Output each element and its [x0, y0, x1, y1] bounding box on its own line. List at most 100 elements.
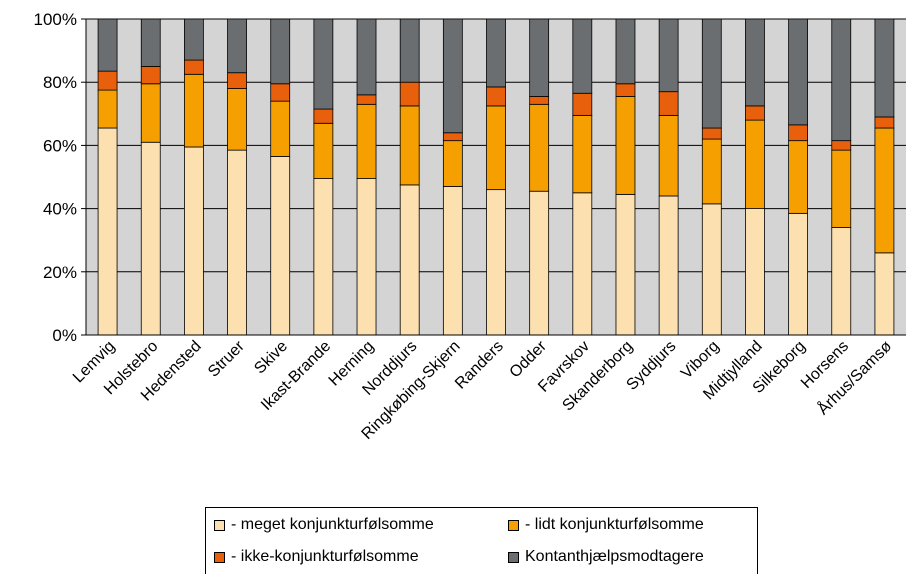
bar-segment-lidt [227, 88, 247, 151]
bar-segment-lidt [745, 119, 765, 210]
bar-segment-ikke [658, 91, 679, 116]
bar-segment-ikke [745, 105, 765, 121]
bar-segment-meget [658, 195, 679, 336]
x-tick-label: Randers [452, 338, 507, 393]
legend-label-ikke: - ikke-konjunkturfølsomme [231, 548, 419, 565]
bar-segment-lidt [442, 140, 463, 187]
bar-segment-ikke [227, 72, 247, 89]
bar-segment-meget [745, 208, 765, 336]
bar-segment-ikke [442, 132, 463, 142]
bar-segment-ikke [529, 96, 550, 105]
bar-segment-meget [486, 189, 506, 336]
bar-segment-meget [183, 146, 204, 336]
bar-segment-kontant [788, 18, 809, 126]
bar-segment-ikke [788, 124, 809, 142]
bar-segment-lidt [399, 105, 420, 186]
x-tick-label: Struer [205, 337, 248, 380]
y-tick-label: 20% [43, 263, 77, 282]
bar-segment-meget [227, 149, 247, 336]
bar-segment-ikke [270, 83, 291, 102]
bar-segment-lidt [140, 83, 161, 143]
bars [97, 18, 895, 336]
bar-segment-kontant [442, 18, 463, 134]
bar-segment-ikke [399, 81, 420, 107]
bar-segment-kontant [745, 18, 765, 107]
legend-swatch-ikke [214, 551, 225, 563]
bar-segment-lidt [529, 103, 550, 192]
bar-segment-lidt [788, 140, 809, 214]
bar-segment-ikke [874, 116, 895, 129]
bar-segment-kontant [701, 18, 722, 129]
bar-segment-kontant [874, 18, 895, 118]
bar-segment-kontant [529, 18, 550, 97]
bar-segment-kontant [399, 18, 420, 83]
bar-segment-meget [701, 203, 722, 336]
x-tick-label: Skive [251, 338, 291, 378]
bar-segment-ikke [97, 70, 118, 91]
y-tick-label: 100% [34, 10, 77, 29]
y-tick-label: 60% [43, 136, 77, 155]
bar-segment-meget [356, 178, 377, 336]
bar-segment-kontant [313, 18, 334, 110]
bar-segment-meget [270, 156, 291, 336]
bar-segment-kontant [356, 18, 377, 96]
bar-segment-lidt [486, 105, 506, 191]
stacked-bar-chart: 0% 20% 40% 60% 80% 100% LemvigHolstebroHedens… [34, 10, 906, 443]
bar-segment-meget [831, 227, 852, 336]
legend-label-meget: - meget konjunkturfølsomme [231, 516, 434, 533]
bar-segment-meget [572, 192, 593, 336]
bar-segment-kontant [486, 18, 506, 88]
bar-segment-lidt [97, 89, 118, 129]
bar-segment-ikke [701, 127, 722, 140]
legend-item-lidt: - lidt konjunkturfølsomme [508, 516, 704, 534]
bar-segment-meget [140, 141, 161, 336]
legend-label-lidt: - lidt konjunkturfølsomme [525, 516, 704, 533]
bar-segment-meget [442, 186, 463, 336]
legend-item-kontant: Kontanthjælpsmodtagere [508, 548, 704, 566]
bar-segment-lidt [658, 114, 679, 197]
bar-segment-ikke [140, 66, 161, 85]
bar-segment-kontant [227, 18, 247, 74]
bar-segment-kontant [572, 18, 593, 94]
y-tick-labels: 0% 20% 40% 60% 80% 100% [34, 10, 86, 345]
bar-segment-kontant [831, 18, 852, 142]
bar-segment-meget [97, 127, 118, 336]
legend-item-meget: - meget konjunkturfølsomme [214, 516, 434, 534]
y-tick-label: 80% [43, 73, 77, 92]
legend-label-kontant: Kontanthjælpsmodtagere [525, 548, 704, 565]
bar-segment-meget [615, 193, 636, 336]
bar-segment-lidt [270, 100, 291, 157]
bar-segment-lidt [572, 114, 593, 194]
bar-segment-ikke [615, 83, 636, 97]
legend-item-ikke: - ikke-konjunkturfølsomme [214, 548, 419, 566]
legend-swatch-lidt [508, 519, 519, 531]
y-tick-label: 40% [43, 200, 77, 219]
bar-segment-lidt [831, 149, 852, 228]
bar-segment-lidt [183, 73, 204, 148]
bar-segment-ikke [831, 140, 852, 151]
bar-segment-meget [313, 178, 334, 336]
bar-segment-lidt [313, 122, 334, 179]
legend-swatch-meget [214, 519, 225, 531]
y-tick-label: 0% [52, 326, 77, 345]
bar-segment-meget [399, 184, 420, 336]
legend: - meget konjunkturfølsomme - lidt konjun… [205, 507, 758, 574]
bar-segment-lidt [356, 103, 377, 179]
bar-segment-kontant [615, 18, 636, 85]
bar-segment-ikke [183, 59, 204, 75]
bar-segment-meget [529, 190, 550, 336]
bar-segment-lidt [701, 138, 722, 205]
bar-segment-lidt [874, 127, 895, 254]
x-tick-label: Århus/Samsø [813, 336, 895, 418]
bar-segment-lidt [615, 96, 636, 195]
bar-segment-kontant [658, 18, 679, 93]
bar-segment-meget [874, 252, 895, 336]
bar-segment-ikke [572, 92, 593, 116]
bar-segment-ikke [356, 94, 377, 105]
bar-segment-kontant [270, 18, 291, 85]
bar-segment-kontant [140, 18, 161, 67]
bar-segment-ikke [313, 108, 334, 124]
bar-segment-ikke [486, 86, 506, 107]
legend-swatch-kontant [508, 551, 519, 563]
